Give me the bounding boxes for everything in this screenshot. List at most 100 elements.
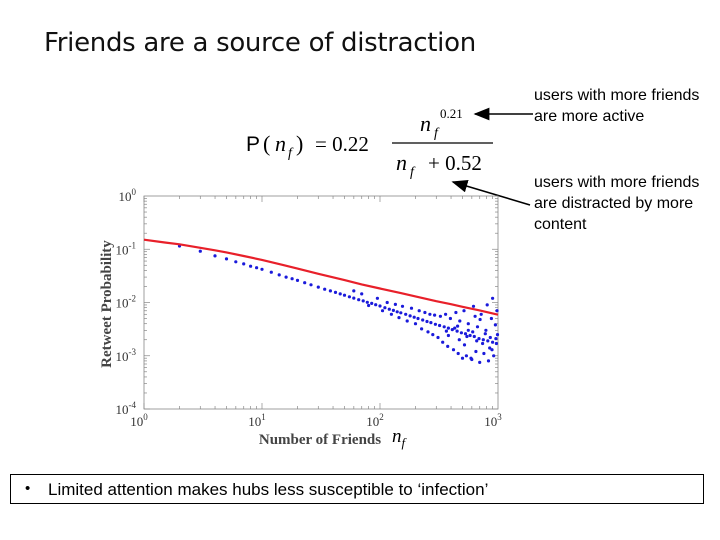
- scatter-point: [303, 281, 307, 285]
- scatter-point: [488, 335, 492, 340]
- scatter-point: [441, 340, 445, 344]
- scatter-point: [385, 300, 389, 305]
- scatter-point: [472, 334, 476, 339]
- scatter-point: [213, 254, 217, 258]
- scatter-point: [277, 273, 281, 277]
- scatter-point: [416, 316, 420, 321]
- scatter-point: [475, 339, 479, 343]
- scatter-point: [448, 316, 452, 321]
- scatter-point: [405, 319, 409, 323]
- scatter-point: [478, 317, 482, 322]
- scatter-point: [234, 260, 238, 264]
- scatter-point: [479, 312, 483, 316]
- scatter-point: [484, 328, 488, 332]
- scatter-point: [413, 322, 418, 326]
- bullet-marker: •: [25, 480, 31, 497]
- scatter-point: [453, 326, 457, 330]
- scatter-point: [393, 302, 397, 306]
- scatter-point: [395, 310, 399, 314]
- x-tick-label: 100: [130, 412, 148, 429]
- scatter-point: [481, 338, 485, 342]
- scatter-point: [446, 326, 450, 330]
- scatter-point: [486, 339, 490, 343]
- scatter-point: [475, 325, 480, 329]
- scatter-point: [474, 349, 478, 354]
- x-axis-label: Number of Friends: [259, 432, 381, 448]
- retweet-probability-chart: P ( n f ) = 0.22 n f 0.21 n f + 0.52 100…: [99, 106, 533, 448]
- scatter-point: [426, 330, 430, 334]
- scatter-point: [408, 314, 412, 318]
- annotation-more-active: users with more friends are more active: [534, 87, 700, 125]
- scatter-point: [400, 304, 405, 308]
- tick-labels: 100 101 102 103 100 10-1 10-2 10-3 10-4: [116, 187, 503, 429]
- scatter-point: [423, 310, 427, 315]
- scatter-point: [429, 321, 433, 325]
- scatter-point: [481, 341, 485, 346]
- scatter-point: [491, 340, 495, 344]
- scatter-point: [383, 306, 387, 310]
- scatter-point: [457, 338, 461, 342]
- scatter-point: [428, 312, 432, 316]
- scatter-point: [468, 333, 472, 338]
- scatter-point: [412, 315, 416, 319]
- scatter-point: [370, 301, 374, 305]
- scatter-point: [456, 351, 460, 356]
- x-tick-label: 103: [484, 412, 502, 429]
- nf-variable-label: nf: [392, 426, 406, 450]
- formula-num-sub: f: [434, 126, 440, 141]
- scatter-point: [469, 356, 473, 360]
- formula-num-var: n: [420, 111, 431, 136]
- scatter-point: [471, 330, 475, 334]
- scatter-point: [460, 356, 465, 360]
- scatter-point: [444, 312, 448, 316]
- scatter-point: [357, 298, 361, 302]
- scatter-point: [352, 289, 356, 293]
- scatter-point: [290, 277, 294, 281]
- scatter-point: [374, 303, 378, 307]
- scatter-point: [473, 314, 477, 318]
- scatter-point: [450, 328, 454, 332]
- scatter-point: [477, 337, 481, 341]
- svg-text:): ): [296, 131, 303, 156]
- bullet-text: Limited attention makes hubs less suscep…: [48, 480, 489, 499]
- scatter-point: [462, 309, 466, 313]
- bullet-box: • Limited attention makes hubs less susc…: [10, 474, 704, 504]
- scatter-point: [466, 328, 470, 332]
- scatter-point: [486, 359, 491, 363]
- scatter-point: [471, 304, 476, 308]
- axis-ticks: [143, 196, 498, 410]
- scatter-point: [417, 309, 421, 313]
- y-tick-label: 10-4: [116, 400, 137, 417]
- scatter-point: [404, 312, 408, 316]
- scatter-point: [328, 289, 332, 293]
- svg-text:(: (: [263, 131, 270, 156]
- formula: P ( n f ) = 0.22 n f 0.21 n f + 0.52: [246, 106, 493, 180]
- slide-title: Friends are a source of distraction: [44, 28, 476, 58]
- scatter-points: [177, 244, 500, 364]
- scatter-point: [316, 285, 320, 289]
- scatter-point: [456, 324, 460, 328]
- scatter-point: [446, 344, 450, 348]
- scatter-point: [458, 319, 462, 323]
- scatter-point: [444, 329, 448, 333]
- scatter-point: [387, 307, 391, 311]
- scatter-point: [489, 316, 493, 321]
- formula-func: P: [246, 133, 260, 156]
- scatter-point: [397, 316, 401, 320]
- scatter-point: [342, 293, 347, 297]
- scatter-point: [425, 319, 429, 324]
- scatter-point: [459, 331, 463, 335]
- scatter-point: [421, 318, 425, 322]
- y-tick-label: 10-3: [116, 347, 137, 364]
- scatter-point: [492, 354, 496, 358]
- formula-arg-var: n: [275, 131, 286, 156]
- scatter-point: [495, 309, 499, 313]
- scatter-point: [455, 329, 459, 333]
- scatter-point: [375, 296, 379, 300]
- scatter-point: [399, 311, 403, 315]
- scatter-point: [433, 313, 437, 317]
- y-tick-label: 10-2: [116, 294, 137, 311]
- scatter-point: [361, 299, 365, 303]
- formula-den-sub: f: [410, 165, 416, 180]
- scatter-point: [493, 323, 497, 327]
